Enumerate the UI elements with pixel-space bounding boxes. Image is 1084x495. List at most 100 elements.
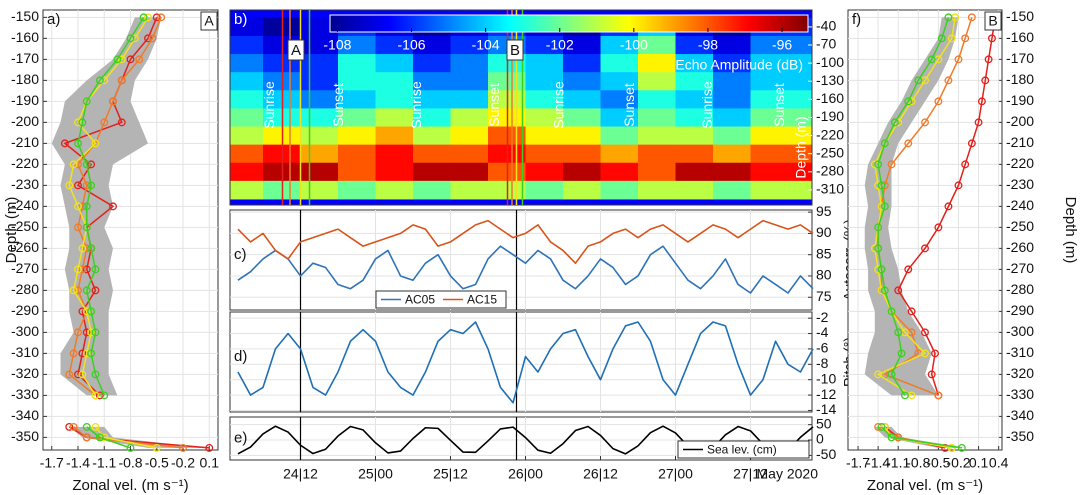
heat-cell: [300, 162, 339, 182]
heat-cell: [750, 72, 789, 91]
heat-cell: [563, 35, 601, 55]
profile-point: [887, 370, 896, 379]
heat-cell: [300, 180, 339, 200]
profile-point: [126, 34, 135, 43]
legend-label: Sea lev. (cm): [707, 443, 777, 457]
corner-label: B: [988, 13, 997, 29]
profile-point: [82, 244, 91, 253]
y-tick-label: -150: [11, 8, 39, 24]
heat-cell: [563, 90, 601, 109]
heat-cell: [375, 35, 414, 55]
x-tick-label: 27|00: [658, 466, 693, 482]
heat-cell: [713, 35, 751, 55]
heat-cell: [450, 180, 489, 200]
heat-cell: [525, 72, 564, 91]
panel-label: a): [47, 11, 60, 28]
profile-point: [65, 370, 74, 379]
profile-point: [152, 443, 161, 452]
profile-point: [91, 286, 100, 295]
heat-cell: [563, 180, 601, 200]
heat-cell: [638, 144, 676, 164]
heat-cell: [600, 108, 639, 128]
profile-point: [69, 286, 78, 295]
profile-point: [82, 349, 91, 358]
profile-point: [100, 118, 109, 127]
y-tick-label: -300: [11, 323, 39, 339]
heat-cell: [338, 90, 376, 109]
heat-cell: [750, 162, 789, 182]
x-tick-label: 25|12: [433, 466, 468, 482]
heat-cell: [675, 162, 714, 182]
profile-point: [95, 76, 104, 85]
heat-cell: [375, 72, 414, 91]
profile-point: [82, 223, 91, 232]
heat-cell: [750, 90, 789, 109]
y-tick-label: -220: [11, 155, 39, 171]
heat-cell: [638, 72, 676, 91]
y-tick-label: -330: [1006, 386, 1034, 402]
profile-point: [937, 34, 946, 43]
time-annotation: Sunrise: [408, 81, 424, 129]
profile-point: [87, 349, 96, 358]
colorbar: [329, 14, 809, 33]
heat-cell: [300, 126, 339, 146]
profile-point: [144, 34, 152, 43]
profile-line: [880, 426, 962, 449]
profile-line: [68, 16, 149, 396]
profile-point: [887, 433, 896, 442]
heat-cell: [230, 17, 264, 37]
profile-point: [904, 139, 913, 148]
panel-label: e): [234, 429, 247, 446]
x-axis-label: Zonal vel. (m s⁻¹): [72, 477, 188, 494]
heat-cell: [675, 54, 714, 73]
heat-cell: [788, 72, 812, 91]
heat-cell: [675, 126, 714, 146]
y-tick-label: -190: [816, 108, 844, 124]
profile-point: [91, 370, 100, 379]
profile-point: [880, 202, 889, 211]
profile-point: [954, 181, 963, 190]
heat-cell: [675, 180, 714, 200]
heat-cell: [638, 108, 676, 128]
heat-cell: [413, 90, 451, 109]
x-tick-label: 25|00: [358, 466, 393, 482]
profile-point: [78, 118, 87, 127]
y-tick-label: -160: [816, 90, 844, 106]
plot-area: [229, 311, 813, 413]
plot-area: [229, 209, 813, 311]
heat-cell: [638, 162, 676, 182]
y-tick-label: -2: [816, 309, 829, 325]
profile-point: [69, 160, 78, 169]
heat-cell: [750, 35, 789, 55]
heat-cell: [450, 162, 489, 182]
heat-cell: [675, 90, 714, 109]
colorbar-tick-label: -108: [323, 37, 351, 53]
y-tick-label: -300: [1006, 323, 1034, 339]
heat-cell: [750, 144, 789, 164]
heat-cell: [413, 180, 451, 200]
heat-cell: [713, 90, 751, 109]
heat-cell: [675, 144, 714, 164]
heat-cell: [338, 72, 376, 91]
y-tick-label: -350: [1006, 428, 1034, 444]
profile-point: [135, 55, 144, 64]
heat-cell: [788, 126, 812, 146]
heat-cell: [600, 35, 639, 55]
y-tick-label: -270: [11, 260, 39, 276]
y-tick-label: -350: [11, 428, 39, 444]
y-tick-label: -130: [816, 72, 844, 88]
profile-point: [74, 118, 82, 127]
profile-point: [977, 97, 986, 106]
profile-point: [139, 13, 148, 22]
profile-point: [897, 349, 906, 358]
profile-point: [934, 391, 943, 400]
heat-cell: [413, 108, 451, 128]
heat-cell: [300, 54, 339, 73]
y-tick-label: -180: [11, 71, 39, 87]
profile-point: [82, 265, 91, 274]
heat-cell: [788, 162, 812, 182]
x-tick-label: 26|12: [583, 466, 618, 482]
profile-point: [934, 97, 943, 106]
profile-point: [904, 265, 913, 274]
marker-label: B: [510, 42, 520, 59]
